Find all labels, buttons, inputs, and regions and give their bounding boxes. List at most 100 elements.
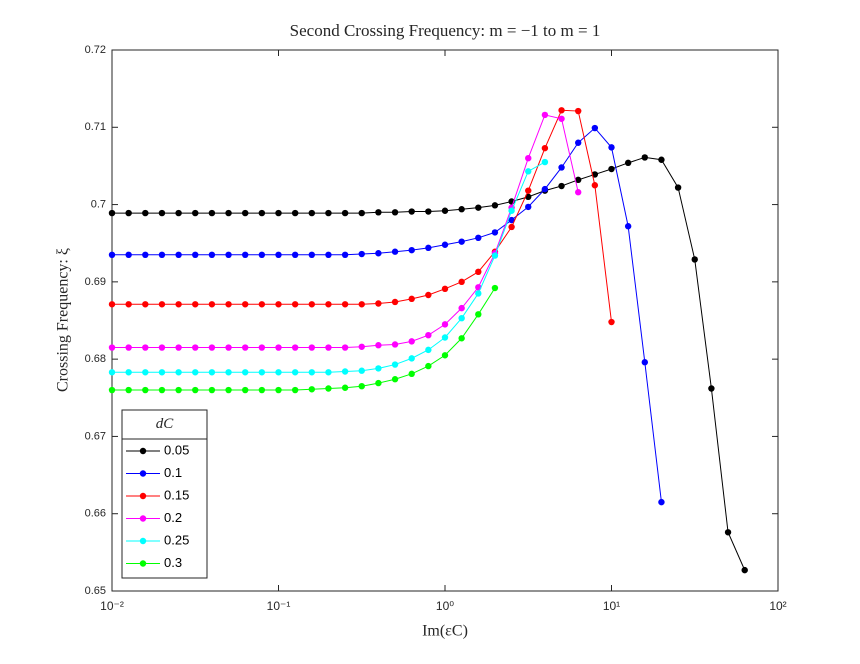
legend-swatch-marker <box>139 470 147 477</box>
data-point <box>341 301 349 308</box>
plot-area <box>111 49 779 592</box>
data-point <box>375 365 382 372</box>
legend-box <box>121 409 208 579</box>
data-point <box>175 369 182 376</box>
data-point <box>192 209 199 217</box>
legend-label: 0.2 <box>164 510 182 525</box>
data-point <box>108 344 116 351</box>
data-point <box>108 386 116 394</box>
data-point <box>624 223 632 230</box>
data-point <box>308 386 316 393</box>
data-point <box>591 124 599 132</box>
data-point <box>208 344 216 351</box>
data-point <box>108 301 116 308</box>
data-point <box>158 369 166 376</box>
data-point <box>192 251 199 259</box>
data-point <box>242 386 249 394</box>
data-point <box>341 251 349 259</box>
data-point <box>308 369 316 376</box>
data-point <box>275 369 282 376</box>
data-point <box>458 206 465 213</box>
data-point <box>108 209 116 217</box>
data-point <box>608 165 615 173</box>
x-axis-label: Im(εC) <box>422 623 468 640</box>
data-point <box>225 209 232 217</box>
data-point <box>458 238 465 245</box>
data-point <box>125 344 132 351</box>
data-point <box>508 207 515 214</box>
y-tick-label: 0.67 <box>85 430 106 442</box>
data-point <box>608 318 615 326</box>
data-point <box>691 256 698 263</box>
chart-title: Second Crossing Frequency: m = −1 to m =… <box>290 21 601 40</box>
data-point <box>158 209 166 217</box>
data-point <box>558 107 565 114</box>
data-point <box>142 301 149 308</box>
data-point <box>408 370 415 378</box>
data-point <box>142 386 149 394</box>
y-tick-label: 0.65 <box>85 585 106 597</box>
data-point <box>441 321 449 328</box>
data-point <box>658 498 665 506</box>
data-point <box>358 343 365 350</box>
x-tick-label: 10⁻² <box>100 599 124 613</box>
data-point <box>358 367 365 374</box>
data-point <box>425 291 432 299</box>
data-point <box>175 301 182 308</box>
data-point <box>308 344 316 351</box>
data-point <box>475 311 482 318</box>
data-point <box>641 359 649 366</box>
data-point <box>325 301 332 308</box>
data-point <box>142 209 149 217</box>
data-point <box>425 346 432 354</box>
data-point <box>508 223 515 231</box>
data-point <box>258 209 266 217</box>
data-point <box>308 209 316 217</box>
data-point <box>575 189 582 196</box>
y-tick-label: 0.71 <box>85 121 106 133</box>
data-point <box>341 344 349 351</box>
data-point <box>258 344 266 351</box>
x-tick-label: 10² <box>769 599 786 613</box>
data-point <box>225 301 232 308</box>
y-tick-label: 0.72 <box>85 44 106 56</box>
data-point <box>142 344 149 351</box>
legend-label: 0.15 <box>164 487 189 502</box>
data-point <box>591 182 599 189</box>
data-point <box>358 301 365 308</box>
data-point <box>291 386 299 394</box>
data-point <box>724 529 732 536</box>
data-point <box>291 251 299 259</box>
data-point <box>508 216 515 224</box>
data-point <box>125 209 132 217</box>
data-point <box>225 386 232 394</box>
data-point <box>208 251 216 259</box>
data-point <box>458 314 465 322</box>
data-point <box>125 386 132 394</box>
data-point <box>358 250 365 258</box>
data-point <box>325 369 332 376</box>
data-point <box>325 251 332 259</box>
data-point <box>441 334 449 341</box>
data-point <box>525 203 532 211</box>
data-point <box>641 154 649 161</box>
data-point <box>441 207 449 214</box>
data-point <box>525 187 532 194</box>
data-point <box>341 209 349 217</box>
data-point <box>275 301 282 308</box>
y-tick-label: 0.69 <box>85 276 106 288</box>
data-point <box>158 251 166 259</box>
data-point <box>308 301 316 308</box>
data-point <box>408 246 415 254</box>
data-point <box>291 369 299 376</box>
data-point <box>192 301 199 308</box>
data-point <box>341 368 349 375</box>
data-point <box>408 338 415 345</box>
data-point <box>375 209 382 216</box>
data-point <box>108 369 116 376</box>
data-point <box>475 290 482 297</box>
data-point <box>208 369 216 376</box>
legend-label: 0.1 <box>164 465 182 480</box>
x-tick-label: 10⁻¹ <box>267 599 291 613</box>
